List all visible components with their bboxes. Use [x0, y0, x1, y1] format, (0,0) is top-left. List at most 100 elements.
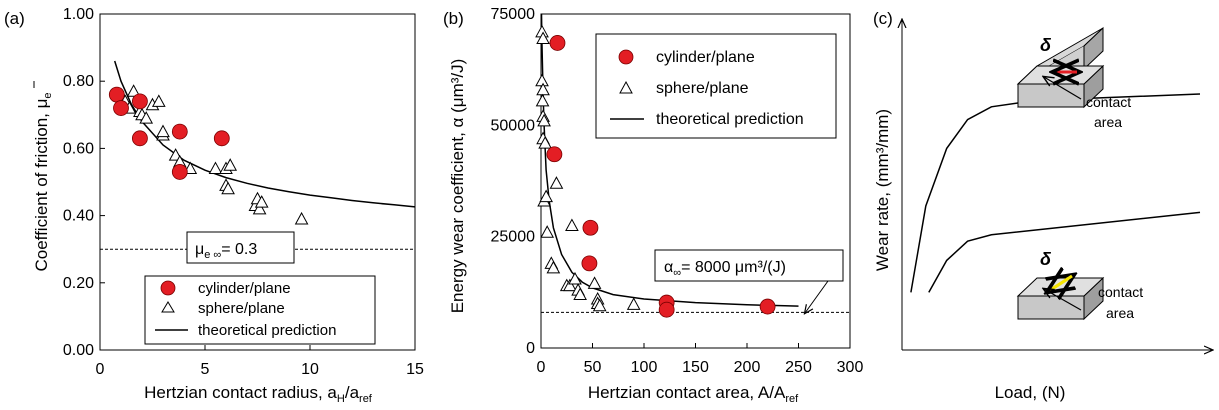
- cylinder-plane-point: [171, 123, 188, 140]
- x-tick-label: 10: [301, 361, 319, 378]
- cylinder-plane-point: [581, 255, 598, 272]
- legend-b-sphere-marker: [619, 80, 633, 94]
- sphere-plane-point: [535, 73, 549, 87]
- y-tick-label: 0.00: [63, 342, 94, 359]
- sphere-plane-point: [536, 82, 550, 96]
- sphere-plane-point: [208, 161, 223, 175]
- x-tick-label: 100: [631, 359, 658, 376]
- inset-top-label-2: area: [1094, 114, 1122, 130]
- panel-b: (b) 0 50 100 150 200 250 300 0 25000 50000 75000 c…: [443, 6, 863, 405]
- cylinder-plane-point: [171, 164, 188, 180]
- sphere-plane-point: [537, 113, 551, 127]
- panel-c-curves: [910, 93, 1201, 293]
- svg-text:α∞= 8000 μm³/(J): α∞= 8000 μm³/(J): [664, 259, 786, 279]
- sphere-plane-point: [294, 211, 309, 225]
- legend-a-line-label: theoretical prediction: [198, 322, 336, 339]
- sphere-plane-point: [549, 176, 564, 189]
- inset-bottom-label-2: area: [1106, 305, 1134, 321]
- sphere-plane-point: [562, 278, 577, 292]
- x-tick-label: 300: [837, 359, 864, 376]
- x-tick-label: 5: [201, 361, 210, 378]
- panel-c: (c) δ contact area δ: [873, 9, 1212, 402]
- sphere-plane-point: [535, 93, 550, 107]
- sphere-plane-point: [254, 195, 269, 208]
- sphere-plane-point: [538, 136, 552, 149]
- sphere-plane-point: [156, 124, 170, 138]
- sphere-plane-point: [151, 94, 166, 107]
- cylinder-plane-point: [759, 298, 776, 315]
- wear-rate-curve-upper: [910, 93, 1201, 293]
- y-tick-label: 25000: [491, 229, 536, 246]
- inset-bottom-label-1: contact: [1098, 284, 1143, 300]
- legend-b-sphere-label: sphere/plane: [656, 80, 749, 97]
- sphere-plane-point: [546, 260, 561, 274]
- panel-a-xlabel: Hertzian contact radius, aH/aref: [144, 383, 373, 405]
- x-tick-label: 150: [682, 359, 709, 376]
- panel-b-legend: cylinder/plane sphere/plane theoretical …: [595, 33, 837, 139]
- sphere-plane-point: [573, 287, 587, 301]
- x-tick-label: 0: [537, 359, 546, 376]
- x-tick-label: 0: [96, 361, 105, 378]
- panel-b-xlabel: Hertzian contact area, A/Aref: [588, 383, 799, 405]
- y-tick-label: 50000: [491, 117, 536, 134]
- sphere-plane-point: [223, 158, 238, 171]
- panel-c-inset-top: δ contact area: [1016, 26, 1131, 130]
- sphere-plane-point: [565, 218, 579, 232]
- x-tick-label: 250: [785, 359, 812, 376]
- sphere-plane-point: [126, 84, 141, 97]
- sphere-plane-point: [592, 298, 607, 312]
- y-tick-label: 0: [526, 340, 535, 357]
- panel-c-xlabel: Load, (N): [995, 383, 1066, 402]
- panel-a-label: (a): [4, 9, 25, 28]
- panel-b-annotation-arrow: [805, 280, 829, 313]
- panel-b-marks: [535, 24, 776, 318]
- inset-top-label-1: contact: [1086, 94, 1131, 110]
- sphere-plane-point: [221, 181, 235, 195]
- panel-b-annotation: α∞= 8000 μm³/(J): [654, 249, 844, 313]
- cylinder-plane-point: [108, 86, 125, 103]
- sphere-plane-point: [626, 297, 641, 310]
- delta-symbol-top: δ: [1040, 35, 1052, 55]
- y-tick-label: 0.40: [63, 208, 94, 225]
- cylinder-plane-point: [131, 93, 148, 110]
- cylinder-plane-point: [549, 35, 566, 51]
- y-tick-label: 0.60: [63, 140, 94, 157]
- x-tick-label: 15: [406, 361, 424, 378]
- legend-a-cylinder-marker: [160, 280, 176, 296]
- cylinder-plane-point: [213, 130, 230, 147]
- sphere-plane-point: [587, 276, 602, 289]
- cylinder-plane-point: [582, 219, 599, 236]
- sphere-plane-point: [139, 111, 154, 124]
- x-tick-label: 200: [734, 359, 761, 376]
- y-tick-label: 75000: [491, 6, 536, 23]
- cylinder-plane-point: [113, 100, 129, 116]
- legend-b-cylinder-marker: [618, 49, 634, 65]
- sphere-plane-point: [540, 225, 555, 238]
- y-tick-label: 0.80: [63, 73, 94, 90]
- svg-text:Coefficient of friction, μe: Coefficient of friction, μe: [32, 92, 54, 271]
- panel-a-annotation: μe ∞= 0.3: [186, 231, 295, 264]
- panel-a-marks: [108, 84, 309, 225]
- svg-text:μe ∞= 0.3: μe ∞= 0.3: [195, 241, 257, 261]
- panel-a-plot-frame: [99, 13, 416, 351]
- contact-pointer-bottom: [1044, 289, 1082, 311]
- delta-symbol-bottom: δ: [1040, 249, 1052, 269]
- wear-rate-curve-lower: [928, 211, 1201, 293]
- legend-b-line-label: theoretical prediction: [656, 111, 804, 128]
- sphere-plane-point: [252, 201, 267, 215]
- panel-c-inset-bottom: δ contact area: [1016, 249, 1143, 321]
- panel-c-ylabel: Wear rate, (mm³/mm): [873, 109, 892, 271]
- legend-b-cylinder-label: cylinder/plane: [656, 49, 755, 66]
- sphere-plane-point: [539, 189, 553, 203]
- cylinder-plane-point: [131, 130, 148, 147]
- panel-b-ylabel: Energy wear coefficient, α (μm³/J): [448, 59, 467, 314]
- panel-a: (a) 0 5 10 15 0.00 0.20 0.40 0.60 0.80 1.00 μe ∞=…: [4, 6, 424, 405]
- sphere-plane-point: [568, 271, 582, 285]
- cylinder-plane-point: [546, 146, 563, 163]
- panel-a-ylabel: Coefficient of friction, μe: [32, 81, 54, 272]
- legend-a-cylinder-label: cylinder/plane: [198, 280, 291, 297]
- panel-c-label: (c): [873, 9, 893, 28]
- panel-b-label: (b): [443, 9, 464, 28]
- panel-b-axes: 0 50 100 150 200 250 300 0 25000 50000 75000: [491, 6, 864, 376]
